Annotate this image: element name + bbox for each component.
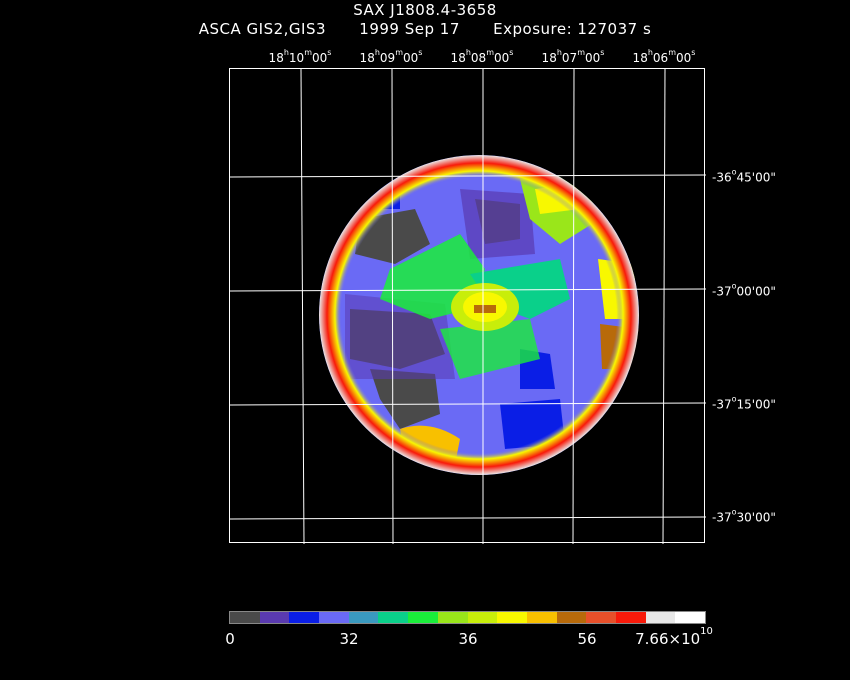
- colorbar-label: 7.66×1010: [635, 626, 713, 648]
- image-title: SAX J1808.4-3658: [353, 1, 497, 19]
- colorbar-swatch: [526, 612, 557, 623]
- ra-label: 18h06m00s: [632, 48, 696, 65]
- colorbar-swatch: [259, 612, 290, 623]
- colorbar-swatch: [467, 612, 498, 623]
- sky-map: [230, 69, 706, 544]
- colorbar-swatch: [615, 612, 646, 623]
- dec-label: -37o15'00": [712, 394, 776, 412]
- ra-label: 18h08m00s: [450, 48, 514, 65]
- instrument-label: ASCA GIS2,GIS3: [198, 20, 327, 38]
- colorbar-swatch: [645, 612, 676, 623]
- colorbar-label: 0: [225, 630, 235, 648]
- observation-date: 1999 Sep 17: [359, 20, 460, 38]
- colorbar-label: 36: [458, 630, 478, 648]
- ra-label: 18h09m00s: [359, 48, 423, 65]
- dec-label: -37o30'00": [712, 507, 776, 525]
- ra-label: 18h10m00s: [268, 48, 332, 65]
- colorbar-swatch: [319, 612, 349, 623]
- coordinate-grid: [230, 69, 706, 544]
- colorbar-swatch: [437, 612, 468, 623]
- colorbar-swatch: [586, 612, 616, 623]
- colorbar-swatch: [408, 612, 438, 623]
- colorbar-swatch: [556, 612, 587, 623]
- dec-label: -37o00'00": [712, 281, 776, 299]
- ra-label: 18h07m00s: [541, 48, 605, 65]
- colorbar-swatch: [378, 612, 409, 623]
- colorbar-swatch: [230, 612, 260, 623]
- image-subtitle: ASCA GIS2,GIS3 1999 Sep 17 Exposure: 127…: [0, 20, 850, 38]
- image-disk: [319, 155, 639, 475]
- dec-label: -36o45'00": [712, 167, 776, 185]
- exposure-label: Exposure: 127037 s: [493, 20, 652, 38]
- colorbar-label: 56: [577, 630, 597, 648]
- colorbar-swatch: [289, 612, 320, 623]
- colorbar-swatch: [348, 612, 379, 623]
- colorbar-label: 32: [339, 630, 359, 648]
- sky-map-frame: [229, 68, 706, 544]
- colorbar: [229, 611, 706, 624]
- colorbar-swatch: [675, 612, 705, 623]
- colorbar-swatch: [497, 612, 527, 623]
